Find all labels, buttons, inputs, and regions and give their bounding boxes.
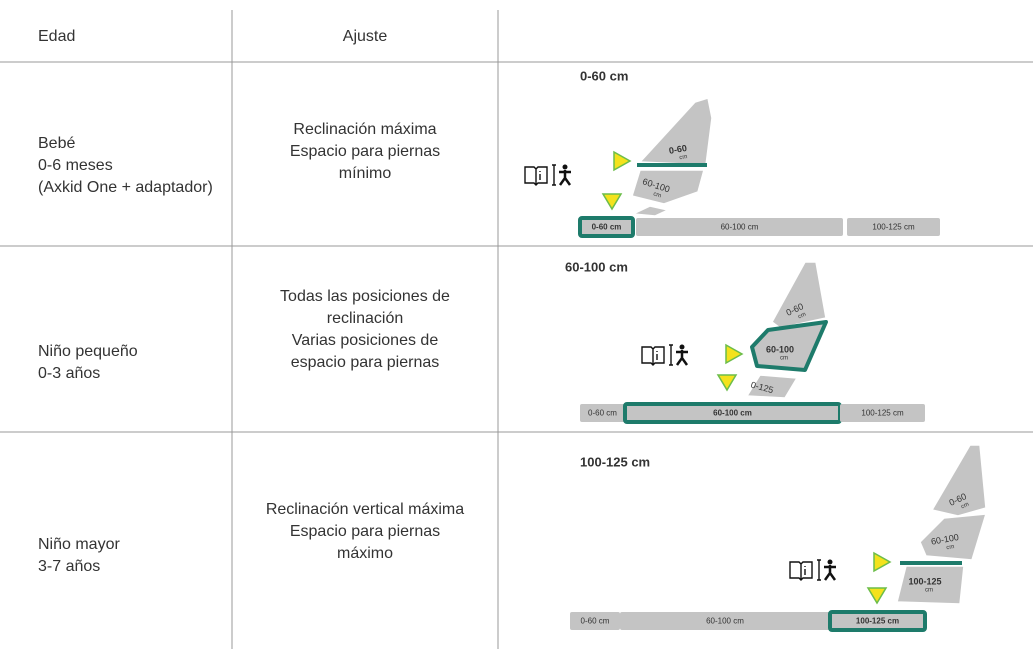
base-segment bbox=[636, 218, 843, 236]
setting-text: Reclinación máxima bbox=[293, 121, 436, 138]
age-text: Niño pequeño bbox=[38, 343, 138, 360]
book bbox=[641, 346, 665, 366]
header: Edad bbox=[38, 28, 75, 45]
book bbox=[789, 561, 813, 581]
seat-unit: cm bbox=[652, 191, 661, 199]
info bbox=[656, 344, 673, 366]
info bbox=[539, 164, 556, 186]
seat-range: 0-60 bbox=[668, 143, 687, 156]
base-segment bbox=[847, 218, 940, 236]
arrow-right bbox=[873, 551, 892, 573]
seat-piece bbox=[896, 565, 965, 605]
base-label: 100-125 cm bbox=[856, 617, 899, 626]
child-head bbox=[679, 344, 685, 350]
base-label: 60-100 cm bbox=[721, 223, 759, 232]
base-label: 60-100 cm bbox=[713, 409, 752, 418]
seat-piece bbox=[919, 513, 987, 561]
child-head bbox=[827, 559, 833, 565]
arrow-down bbox=[866, 587, 888, 605]
setting-text: Reclinación vertical máxima bbox=[266, 501, 464, 518]
child-body bbox=[558, 170, 572, 186]
base-label: 100-125 cm bbox=[872, 223, 915, 232]
manual-icon bbox=[641, 344, 689, 366]
setting-text: Todas las posiciones de bbox=[280, 288, 450, 305]
diagram-title: 100-125 cm bbox=[580, 454, 650, 469]
seat-unit: cm bbox=[780, 356, 788, 362]
seat-piece bbox=[750, 320, 828, 372]
base-segment bbox=[840, 404, 925, 422]
seat-unit: cm bbox=[679, 154, 688, 161]
base-segment bbox=[580, 404, 625, 422]
manual-icon bbox=[789, 559, 837, 581]
setting-text: reclinación bbox=[327, 310, 403, 327]
arrow-right bbox=[613, 150, 632, 172]
base-segment bbox=[828, 610, 927, 632]
manual-icon bbox=[524, 164, 572, 186]
child-body bbox=[675, 350, 689, 366]
setting-text: máximo bbox=[337, 545, 393, 562]
book bbox=[524, 166, 548, 186]
seat-piece bbox=[631, 169, 705, 205]
age-text: Niño mayor bbox=[38, 536, 120, 553]
seat-range: 60-100 bbox=[930, 532, 959, 547]
age-text: (Axkid One + adaptador) bbox=[38, 179, 213, 196]
base-label: 0-60 cm bbox=[588, 409, 617, 418]
seat-range: 60-100 bbox=[766, 344, 794, 354]
age-text: Bebé bbox=[38, 135, 75, 152]
base-label: 0-60 cm bbox=[592, 223, 622, 232]
setting-text: Espacio para piernas bbox=[290, 523, 440, 540]
setting-text: Varias posiciones de bbox=[292, 332, 439, 349]
base-segment bbox=[578, 216, 635, 238]
seat-unit: cm bbox=[946, 544, 955, 551]
seat-unit: cm bbox=[925, 588, 933, 594]
diagram-title: 60-100 cm bbox=[565, 259, 628, 274]
base-label: 0-60 cm bbox=[581, 617, 610, 626]
seat-piece bbox=[931, 444, 987, 517]
seat-piece bbox=[632, 205, 669, 217]
age-text: 0-3 años bbox=[38, 365, 100, 382]
base-label: 100-125 cm bbox=[861, 409, 904, 418]
age-text: 0-6 meses bbox=[38, 157, 113, 174]
child-body bbox=[823, 565, 837, 581]
setting-text: espacio para piernas bbox=[291, 354, 440, 371]
seat-piece bbox=[639, 97, 713, 166]
base-label: 60-100 cm bbox=[706, 617, 744, 626]
seat-piece bbox=[746, 374, 798, 399]
info bbox=[804, 559, 821, 581]
seat-range: 100-125 bbox=[908, 576, 941, 586]
diagram-title: 0-60 cm bbox=[580, 68, 628, 83]
child-head bbox=[562, 164, 568, 170]
seat-unit: cm bbox=[797, 312, 807, 321]
base-segment bbox=[570, 612, 620, 630]
arrow-down bbox=[601, 193, 623, 211]
base-segment bbox=[620, 612, 830, 630]
seat-label: 100-125 cm bbox=[908, 576, 941, 593]
setting-text: mínimo bbox=[339, 165, 392, 182]
age-text: 3-7 años bbox=[38, 558, 100, 575]
header: Ajuste bbox=[343, 28, 388, 45]
arrow-right bbox=[725, 343, 744, 365]
seat-label: 60-100 cm bbox=[766, 344, 794, 361]
seat-unit: cm bbox=[960, 502, 970, 511]
arrow-down bbox=[716, 374, 738, 392]
setting-text: Espacio para piernas bbox=[290, 143, 440, 160]
